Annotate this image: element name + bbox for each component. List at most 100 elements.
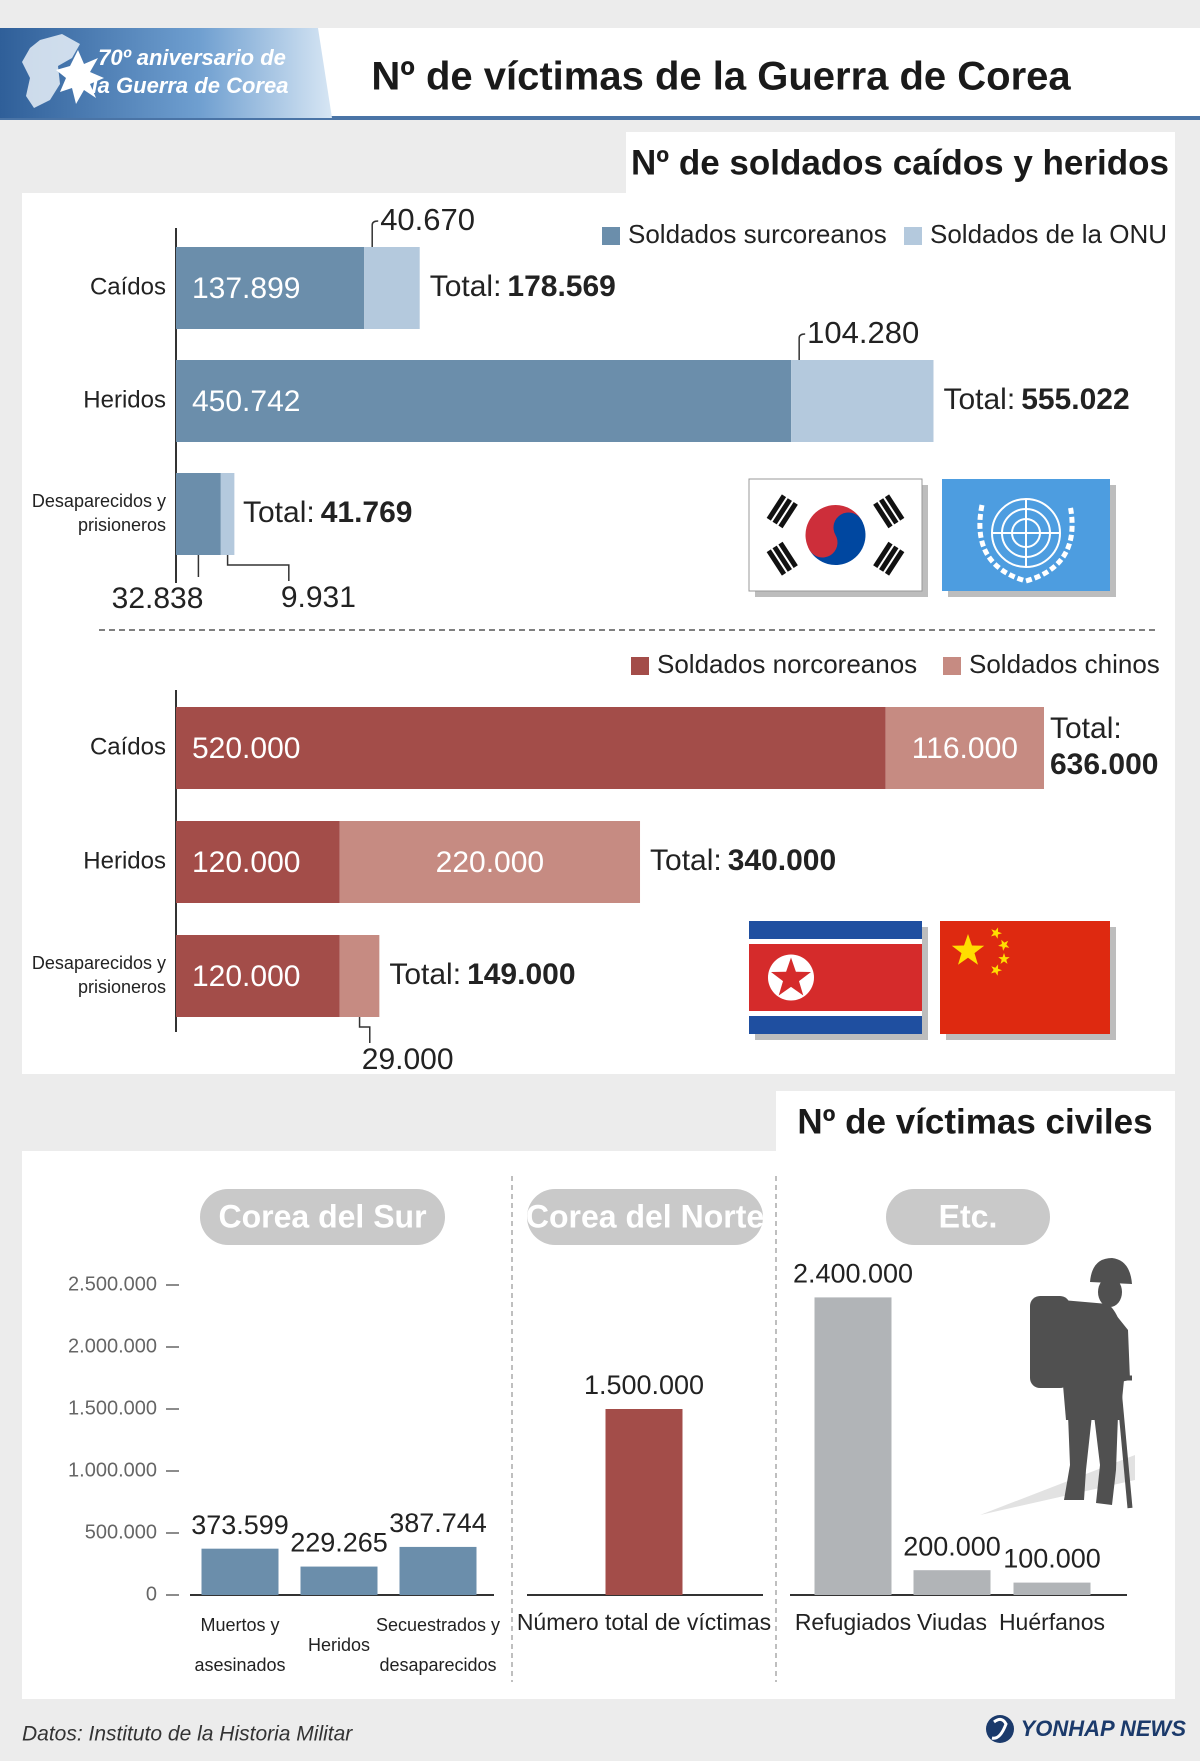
y-tick-label: 500.000: [85, 1521, 157, 1543]
total-label: Total: 636.000: [1050, 712, 1158, 781]
flag-star: [991, 964, 1002, 976]
trigram-bar: [879, 498, 899, 525]
leg: [1064, 1415, 1092, 1500]
bar: [1013, 1582, 1091, 1595]
bar-segment: [176, 935, 340, 1017]
value-label: 220.000: [436, 846, 544, 879]
trigram: [766, 494, 798, 529]
bar: [605, 1409, 683, 1595]
value-label: 520.000: [192, 732, 300, 765]
value-label: 116.000: [912, 732, 1018, 765]
ground-shadow: [980, 1455, 1135, 1515]
total-value: 41.769: [321, 496, 413, 529]
value-label: 120.000: [192, 960, 300, 993]
bar-segment: [176, 821, 340, 903]
group-pill: [200, 1189, 445, 1245]
source: Datos: Instituto de la Historia Militar: [22, 1723, 353, 1746]
total-label: Total: 555.022: [943, 383, 1129, 416]
legend-label: Soldados surcoreanos: [628, 219, 887, 249]
value-label: 373.599: [191, 1510, 289, 1540]
bar: [913, 1570, 991, 1595]
total-label: Total: 340.000: [650, 844, 836, 877]
flag-star: [998, 953, 1010, 964]
total-prefix: Total:: [1050, 712, 1122, 745]
backpack: [1030, 1296, 1070, 1388]
taeguk-red: [807, 527, 838, 558]
trigram: [873, 541, 905, 576]
trigram-bar: [772, 545, 792, 572]
section-tab: [776, 1091, 1175, 1153]
total-value: 555.022: [1021, 383, 1129, 416]
value-label: 100.000: [1003, 1544, 1101, 1574]
y-tick-label: 1.500.000: [68, 1397, 157, 1419]
value-label: 137.899: [192, 272, 300, 305]
value-label: 450.742: [192, 385, 300, 418]
bar-segment: [176, 473, 221, 555]
legend-swatch: [631, 657, 649, 675]
total-label: Total: 149.000: [389, 958, 575, 991]
bar-segment: [176, 707, 886, 789]
category-label: Heridos: [83, 847, 166, 874]
callout: [371, 220, 379, 247]
bar-segment: [176, 360, 792, 442]
header-badge: [0, 28, 332, 118]
logo-icon-mark: [991, 1717, 1008, 1740]
flag-star: [771, 957, 811, 996]
trigram-bar: [884, 549, 905, 576]
total-value: 340.000: [728, 844, 836, 877]
total-prefix: Total:: [650, 844, 722, 877]
group-pill: [886, 1189, 1050, 1245]
y-tick-label: 0: [146, 1583, 157, 1605]
y-tick-label: 2.500.000: [68, 1273, 157, 1295]
legend-swatch: [904, 227, 922, 245]
flag-star: [991, 927, 1002, 939]
category-label: Caídos: [90, 733, 166, 760]
trigram-bar: [879, 545, 899, 572]
taeguk-blue: [833, 512, 864, 543]
trigram-bar: [772, 498, 792, 525]
group-pill: [527, 1189, 763, 1245]
bar: [814, 1297, 892, 1595]
bar-segment: [339, 821, 641, 903]
value-label: 200.000: [903, 1531, 1001, 1561]
total-value: 178.569: [507, 270, 615, 303]
flag-star: [998, 939, 1010, 951]
arm: [1112, 1310, 1130, 1382]
badge-line: 70º aniversario de: [98, 45, 286, 70]
value-label: 9.931: [281, 581, 356, 614]
value-label: 387.744: [389, 1508, 487, 1538]
total-value: 149.000: [467, 958, 575, 991]
total-prefix: Total:: [243, 496, 315, 529]
total-label: Total: 41.769: [243, 496, 412, 529]
total-value: 636.000: [1050, 748, 1158, 781]
total-prefix: Total:: [430, 270, 502, 303]
value-label: 32.838: [112, 582, 204, 615]
bar-segment: [339, 935, 380, 1017]
section-title: Nº de víctimas civiles: [797, 1102, 1152, 1141]
torso: [1060, 1300, 1125, 1420]
flag-star: [951, 934, 985, 965]
bar-segment: [220, 473, 235, 555]
trigram-bar: [766, 549, 787, 576]
callout: [798, 333, 806, 360]
value-label: 40.670: [380, 202, 475, 237]
taeguk: [805, 505, 866, 565]
trigram-bar: [884, 494, 905, 521]
x-tick-label: Secuestrados y desaparecidos: [376, 1615, 500, 1675]
legend-label: Soldados de la ONU: [930, 219, 1167, 249]
logo-icon: [986, 1715, 1014, 1743]
peninsula-icon: [22, 34, 80, 108]
total-label: Total: 178.569: [430, 270, 616, 303]
y-tick-label: 2.000.000: [68, 1335, 157, 1357]
leg: [1094, 1415, 1118, 1505]
x-tick-label: Refugiados: [795, 1609, 911, 1635]
category-label: Desaparecidos y prisioneros: [32, 953, 166, 997]
value-label: 104.280: [807, 315, 919, 350]
trigram-bar: [873, 541, 893, 568]
category-label: Caídos: [90, 273, 166, 300]
head: [1098, 1277, 1122, 1307]
trigram-bar: [778, 541, 798, 568]
section-title: Nº de soldados caídos y heridos: [631, 143, 1169, 182]
x-tick-label: Viudas: [917, 1609, 987, 1635]
